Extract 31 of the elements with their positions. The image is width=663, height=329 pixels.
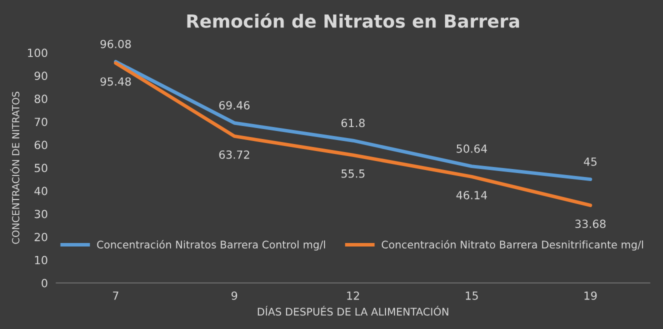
y-tick-label: 90: [34, 72, 48, 80]
y-axis-title: CONCENTRACIÓN DE NITRATOS: [10, 92, 20, 244]
y-tick-label: 20: [34, 232, 48, 242]
x-tick-label: 19: [584, 291, 597, 300]
chart-title: Remoción de Nitratos en Barrera: [187, 13, 520, 28]
data-label: 61.8: [341, 118, 365, 128]
x-tick-label: 15: [466, 292, 478, 300]
x-tick-label: 12: [347, 291, 360, 300]
x-axis-title: DÍAS DESPUÉS DE LA ALIMENTACIÓN: [258, 306, 448, 316]
data-label: 63.72: [219, 150, 250, 159]
y-tick-label: 0: [42, 278, 48, 288]
y-tick-label: 10: [35, 256, 48, 264]
y-tick-label: 30: [34, 210, 48, 218]
y-tick-label: 80: [34, 94, 48, 104]
y-tick-label: 100: [28, 48, 48, 58]
data-label: 69.46: [219, 101, 250, 110]
x-tick-label: 9: [232, 291, 238, 300]
data-label: 33.68: [575, 220, 606, 228]
data-label: 45: [584, 158, 596, 166]
legend-label: Concentración Nitratos Barrera Control mg/l: [97, 240, 326, 251]
y-tick-label: 60: [34, 140, 48, 150]
y-tick-label: 50: [34, 164, 48, 172]
y-tick-label: 40: [34, 186, 48, 196]
legend-label: Concentración Nitrato Barrera Desnitrificante mg/l: [382, 240, 643, 251]
data-label: 96.08: [100, 40, 131, 48]
data-label: 50.64: [456, 144, 488, 153]
data-label: 46.14: [456, 190, 488, 200]
data-label: 55.5: [342, 170, 364, 178]
data-label: 95.48: [100, 77, 131, 86]
y-tick-label: 70: [34, 118, 48, 126]
x-tick-label: 7: [113, 292, 118, 300]
